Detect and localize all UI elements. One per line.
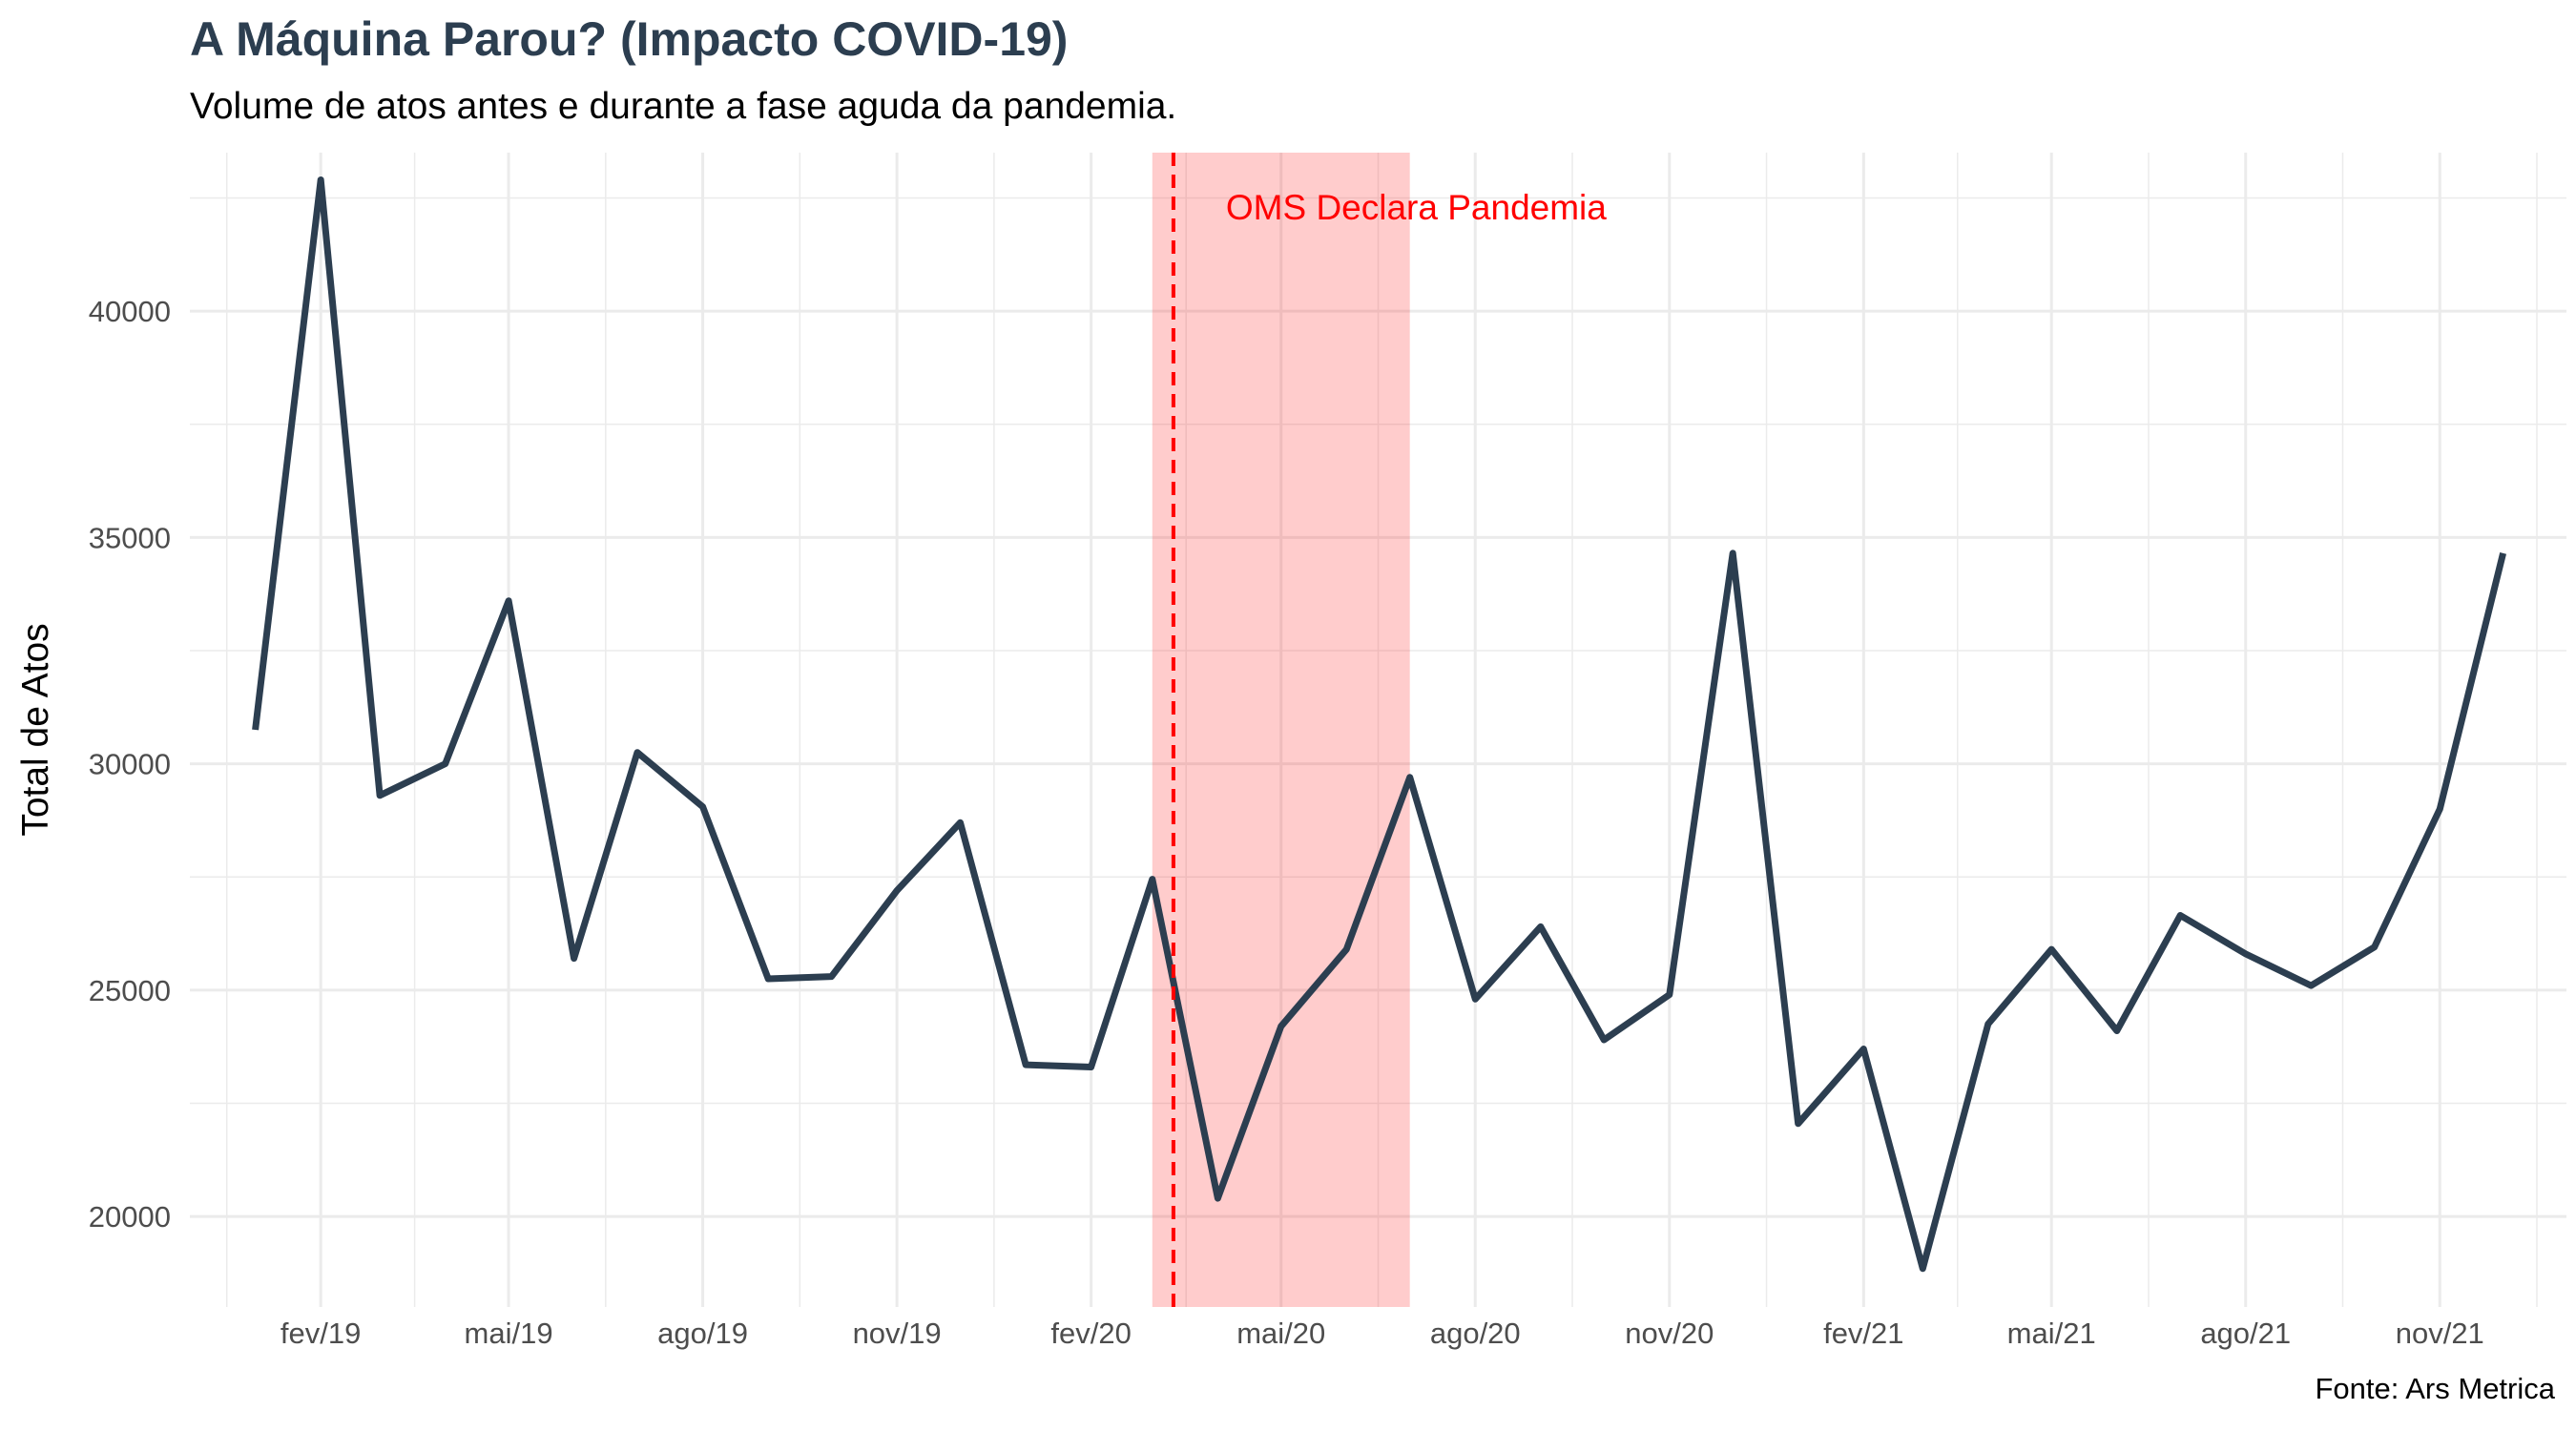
x-tick-label: fev/20 [1050,1317,1131,1350]
y-tick-label: 35000 [89,521,171,554]
source-caption: Fonte: Ars Metrica [2315,1372,2555,1405]
x-tick-label: mai/20 [1236,1317,1325,1350]
pandemic-shaded-region [1152,153,1410,1307]
x-tick-label: mai/21 [2007,1317,2096,1350]
grid-lines [190,153,2566,1307]
y-axis-label: Total de Atos [15,623,56,836]
chart-subtitle: Volume de atos antes e durante a fase ag… [190,86,1177,127]
pandemic-vline-layer: OMS Declara Pandemia [1171,153,1607,1307]
y-tick-label: 25000 [89,974,171,1007]
x-tick-label: ago/20 [1430,1317,1521,1350]
y-tick-label: 20000 [89,1200,171,1234]
series-line-layer [252,176,2506,1273]
series-line [252,176,2506,1273]
x-tick-label: nov/21 [2396,1317,2484,1350]
x-tick-label: nov/20 [1625,1317,1714,1350]
x-tick-label: ago/21 [2200,1317,2291,1350]
x-tick-label: mai/19 [465,1317,553,1350]
pandemic-annotation: OMS Declara Pandemia [1226,188,1607,227]
axis-ticks: 20000 25000 30000 35000 40000 fev/19 mai/19 ago… [89,295,2484,1350]
y-tick-label: 40000 [89,295,171,328]
chart-title: A Máquina Parou? (Impacto COVID-19) [190,12,1069,66]
x-tick-label: fev/21 [1823,1317,1903,1350]
x-tick-label: nov/19 [853,1317,942,1350]
x-tick-label: fev/19 [280,1317,361,1350]
shaded-region-rect [1152,153,1410,1307]
y-tick-label: 30000 [89,748,171,781]
x-tick-label: ago/19 [657,1317,748,1350]
